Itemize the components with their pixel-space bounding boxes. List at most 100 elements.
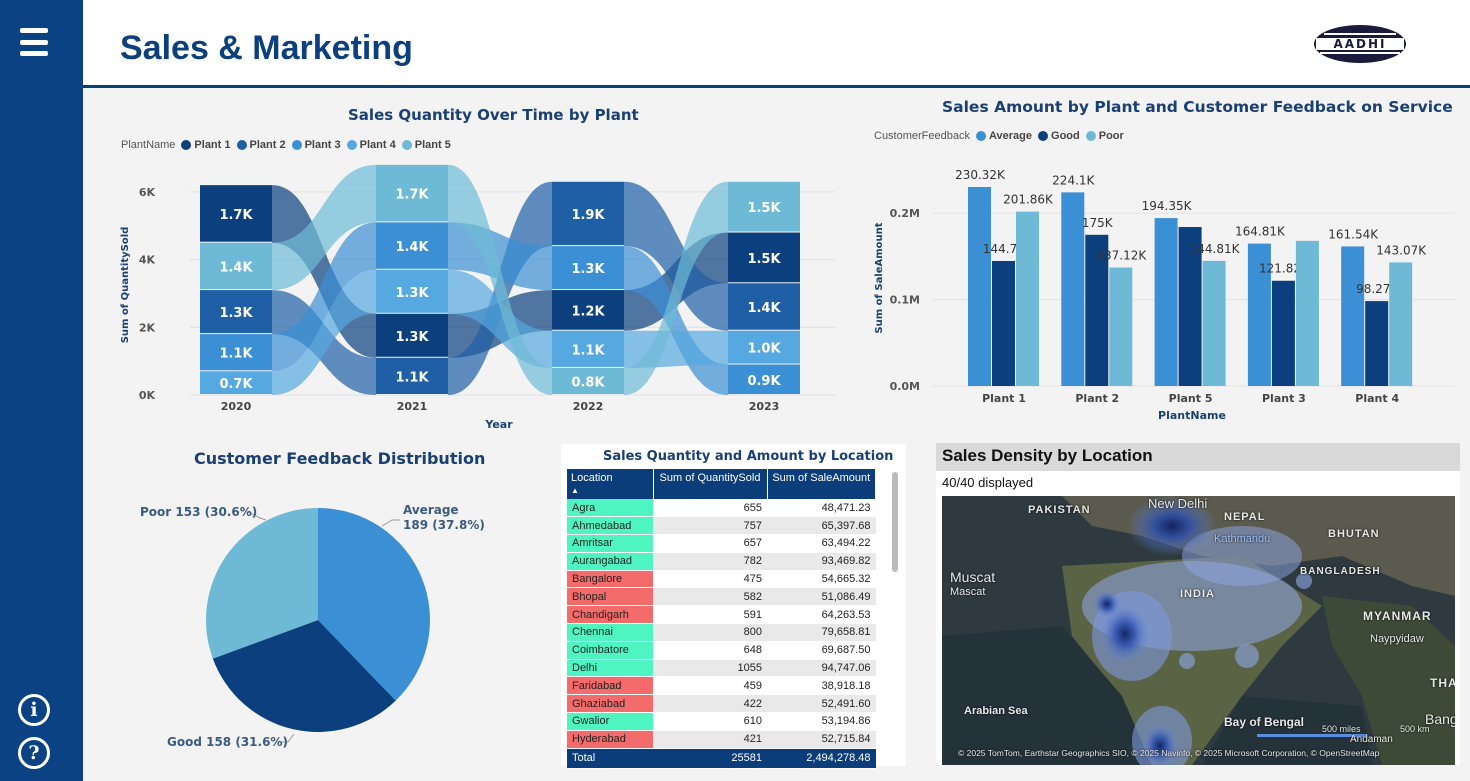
data-label: 1.0K bbox=[747, 342, 781, 357]
ribbon-segment bbox=[552, 330, 624, 367]
x-axis-label: Year bbox=[484, 418, 513, 431]
table-row[interactable]: Gwalior 610 53,194.86 bbox=[567, 712, 876, 731]
map-scale-km: 500 km bbox=[1400, 724, 1430, 734]
table-row[interactable]: Chandigarh 591 64,263.53 bbox=[567, 605, 876, 625]
map-title: Sales Density by Location bbox=[942, 446, 1153, 465]
ribbon-plant-5 bbox=[448, 164, 552, 395]
cell-amount: 93,469.82 bbox=[767, 552, 876, 571]
table-row[interactable]: Chennai 800 79,658.81 bbox=[567, 623, 876, 642]
pie-label-average: Average 189 (37.8%) bbox=[403, 503, 485, 532]
cell-location: Gwalior bbox=[567, 712, 653, 731]
x-tick-label: Plant 4 bbox=[1355, 392, 1399, 405]
ribbon-segment bbox=[200, 290, 272, 334]
table-scrollbar[interactable] bbox=[892, 472, 898, 572]
table-row[interactable]: Delhi 1055 94,747.06 bbox=[567, 659, 876, 678]
cell-quantity: 782 bbox=[653, 552, 767, 571]
cell-amount: 51,086.49 bbox=[767, 587, 876, 607]
column-header-quantity[interactable]: Sum of QuantitySold bbox=[653, 469, 768, 499]
leader-line bbox=[381, 519, 400, 527]
cell-amount: 79,658.81 bbox=[767, 623, 876, 642]
cell-quantity: 422 bbox=[653, 694, 767, 714]
legend-item-plant-1[interactable]: Plant 1 bbox=[181, 139, 231, 151]
ribbon-plant-5 bbox=[624, 181, 728, 395]
cell-amount: 63,494.22 bbox=[767, 534, 876, 553]
table-row[interactable]: Bangalore 475 54,665.32 bbox=[567, 570, 876, 589]
table-row[interactable]: Hyderabad 421 52,715.84 bbox=[567, 730, 876, 749]
bar-chart-legend: CustomerFeedback Average Good Poor bbox=[874, 130, 1124, 142]
page-header: Sales & Marketing AADHI bbox=[83, 0, 1470, 88]
bar-good bbox=[1085, 234, 1109, 386]
bar-average bbox=[1061, 192, 1085, 386]
legend-item-plant-4[interactable]: Plant 4 bbox=[346, 139, 396, 151]
data-label: 0.7K bbox=[219, 377, 253, 392]
column-header-location[interactable]: Location ▲ bbox=[567, 469, 654, 499]
ribbon-chart-legend: PlantName Plant 1 Plant 2 Plant 3 Plant … bbox=[121, 139, 451, 151]
data-label: 1.4K bbox=[395, 240, 429, 255]
table-row[interactable]: Agra 655 48,471.23 bbox=[567, 499, 876, 518]
pie-chart-title: Customer Feedback Distribution bbox=[194, 449, 486, 468]
table-row[interactable]: Ghaziabad 422 52,491.60 bbox=[567, 694, 876, 714]
data-label: 137.12K bbox=[1096, 249, 1147, 263]
column-header-amount[interactable]: Sum of SaleAmount bbox=[767, 469, 876, 499]
table-row[interactable]: Amritsar 657 63,494.22 bbox=[567, 534, 876, 553]
bar-poor bbox=[1202, 260, 1226, 386]
y-tick-label: 2K bbox=[139, 321, 156, 334]
ribbon-segment bbox=[728, 232, 800, 283]
data-label: 1.4K bbox=[747, 301, 781, 316]
location-table-panel: Sales Quantity and Amount by Location Lo… bbox=[561, 444, 906, 769]
density-map[interactable]: PAKISTAN New Delhi NEPAL Kathmandu BHUTA… bbox=[942, 496, 1455, 765]
hamburger-menu-icon[interactable] bbox=[17, 26, 51, 58]
data-label: 1.5K bbox=[747, 201, 781, 216]
cell-quantity: 582 bbox=[653, 587, 767, 607]
bar-average bbox=[1154, 218, 1178, 386]
legend-title: CustomerFeedback bbox=[874, 130, 970, 142]
ribbon-chart[interactable]: 0K 2K 4K 6K Sum of QuantitySold Year 1.7K 1.3K 1… bbox=[110, 160, 850, 440]
x-axis-label: PlantName bbox=[1158, 409, 1226, 422]
ribbon-segment bbox=[552, 367, 624, 394]
bar-poor bbox=[1016, 211, 1039, 386]
ribbon-plant-2 bbox=[624, 181, 728, 331]
help-icon[interactable]: ? bbox=[18, 737, 50, 769]
bar-good bbox=[1178, 227, 1202, 386]
map-label: INDIA bbox=[1180, 588, 1215, 600]
aadhi-logo-icon: AADHI bbox=[1313, 25, 1406, 63]
y-tick-label: 0.1M bbox=[890, 294, 920, 307]
ribbon-segment bbox=[200, 371, 272, 394]
data-label: 1.1K bbox=[571, 343, 605, 358]
map-label: New Delhi bbox=[1148, 496, 1208, 511]
data-label: 1.3K bbox=[571, 262, 605, 277]
map-attribution: © 2025 TomTom, Earthstar Geographics SIO… bbox=[958, 748, 1380, 758]
ribbon-plant-4 bbox=[448, 269, 552, 368]
ribbon-segment bbox=[376, 222, 448, 269]
legend-item-good[interactable]: Good bbox=[1038, 130, 1080, 142]
table-row[interactable]: Aurangabad 782 93,469.82 bbox=[567, 552, 876, 571]
table-row[interactable]: Faridabad 459 38,918.18 bbox=[567, 676, 876, 696]
table-row[interactable]: Coimbatore 648 69,687.50 bbox=[567, 641, 876, 660]
table-row[interactable]: Bhopal 582 51,086.49 bbox=[567, 587, 876, 607]
legend-item-plant-3[interactable]: Plant 3 bbox=[291, 139, 341, 151]
data-label: 1.5K bbox=[747, 252, 781, 267]
bar-poor bbox=[1109, 267, 1133, 386]
y-tick-label: 4K bbox=[139, 254, 156, 267]
pie-chart[interactable]: Average 189 (37.8%) Poor 153 (30.6%) Good 1… bbox=[120, 480, 520, 770]
bar-chart[interactable]: 0.0M 0.1M 0.2M Sum of SaleAmount PlantName 23… bbox=[860, 150, 1460, 430]
legend-item-plant-5[interactable]: Plant 5 bbox=[401, 139, 451, 151]
data-label: 1.2K bbox=[571, 304, 605, 319]
ribbon-segment bbox=[552, 181, 624, 246]
leader-line bbox=[247, 511, 267, 521]
data-label: 1.1K bbox=[395, 370, 429, 385]
cell-location: Faridabad bbox=[567, 676, 653, 696]
cell-location: Ahmedabad bbox=[567, 516, 653, 536]
data-label: 1.7K bbox=[219, 208, 253, 223]
total-cell: 25581 bbox=[653, 748, 767, 769]
info-icon[interactable]: i bbox=[18, 694, 50, 726]
ribbon-plant-4 bbox=[272, 269, 376, 395]
legend-item-poor[interactable]: Poor bbox=[1085, 130, 1124, 142]
legend-item-average[interactable]: Average bbox=[976, 130, 1032, 142]
legend-item-plant-2[interactable]: Plant 2 bbox=[236, 139, 286, 151]
map-label: Mascat bbox=[950, 586, 986, 598]
data-label: 230.32K bbox=[955, 168, 1006, 182]
data-label: 175K bbox=[1082, 216, 1114, 230]
table-row[interactable]: Ahmedabad 757 65,397.68 bbox=[567, 516, 876, 536]
cell-location: Delhi bbox=[567, 659, 653, 678]
